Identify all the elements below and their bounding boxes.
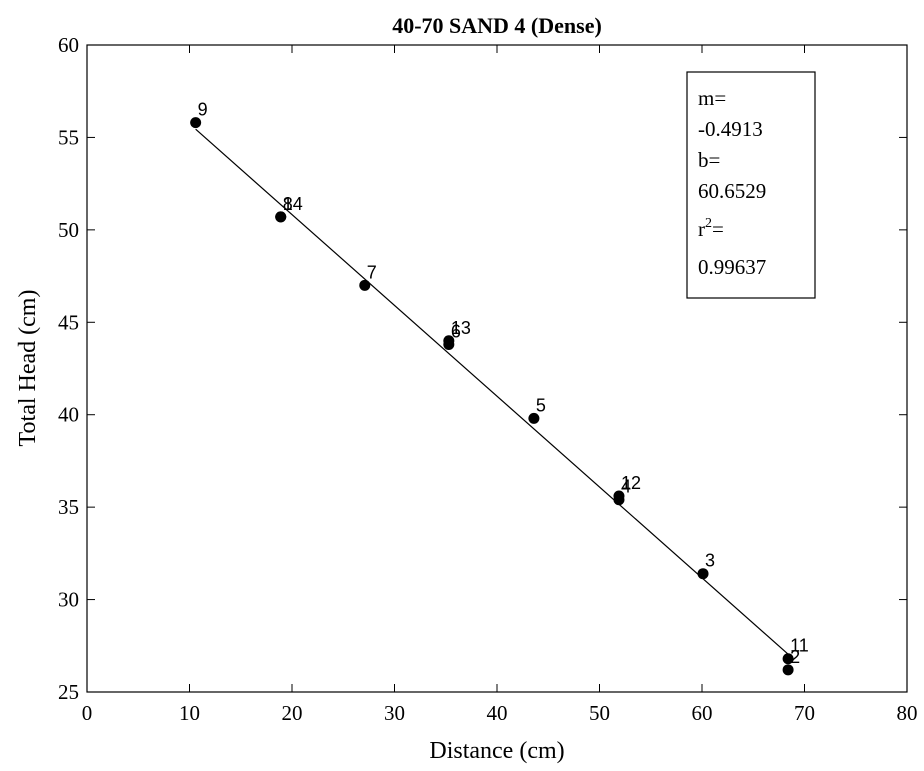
x-tick-label: 30: [384, 701, 405, 725]
data-points: [190, 117, 794, 676]
data-point: [190, 117, 202, 129]
data-point-label: 8: [283, 194, 293, 214]
x-tick-label: 60: [692, 701, 713, 725]
x-tick-label: 40: [487, 701, 508, 725]
data-point: [782, 664, 794, 676]
stats-r2-sup: 2: [705, 216, 712, 231]
x-axis-label: Distance (cm): [429, 738, 564, 764]
stats-r2-eq: =: [712, 217, 724, 241]
x-tick-label: 20: [282, 701, 303, 725]
stats-box-border: [686, 71, 816, 299]
data-point: [782, 653, 794, 665]
data-point-label: 14: [283, 194, 303, 214]
regression-line: [195, 128, 789, 655]
stats-m-value: -0.4913: [698, 117, 763, 141]
data-point: [359, 279, 371, 291]
data-point: [528, 412, 540, 424]
chart-title: 40-70 SAND 4 (Dense): [392, 13, 602, 38]
stats-b-value: 60.6529: [698, 179, 766, 203]
x-tick-label: 0: [82, 701, 93, 725]
data-point-label: 6: [451, 321, 461, 341]
y-tick-label: 25: [58, 680, 79, 704]
y-tick-label: 55: [58, 125, 79, 149]
stats-m-label: m=: [698, 86, 726, 110]
y-tick-label: 35: [58, 495, 79, 519]
y-tick-label: 50: [58, 218, 79, 242]
data-point-label: 12: [621, 473, 641, 493]
x-tick-label: 80: [897, 701, 918, 725]
stats-r2-value: 0.99637: [698, 255, 766, 279]
y-tick-label: 45: [58, 310, 79, 334]
x-tick-label: 10: [179, 701, 200, 725]
data-point: [443, 335, 455, 347]
data-point-label: 3: [705, 551, 715, 571]
data-point-label: 11: [790, 636, 809, 656]
data-point: [613, 490, 625, 502]
stats-b-label: b=: [698, 148, 720, 172]
fit-stats-box: m= -0.4913 b= 60.6529 r2= 0.99637: [686, 71, 816, 299]
x-tick-label: 50: [589, 701, 610, 725]
data-point: [275, 211, 287, 223]
y-tick-label: 30: [58, 588, 79, 612]
x-tick-label: 70: [794, 701, 815, 725]
data-point-label: 2: [790, 647, 800, 667]
y-tick-label: 40: [58, 403, 79, 427]
data-point: [697, 568, 709, 580]
x-axis: 0 10 20 30 40 50 60 70 80: [82, 45, 918, 725]
y-tick-label: 60: [58, 33, 79, 57]
data-point-label: 5: [536, 395, 546, 415]
y-axis-label: Total Head (cm): [15, 290, 41, 447]
data-point-label: 7: [367, 262, 377, 282]
data-point-label: 4: [621, 477, 631, 497]
data-point-label: 9: [198, 100, 208, 120]
stats-r2-label: r2=: [698, 216, 724, 241]
data-point-label: 13: [451, 318, 471, 338]
stats-r2-base: r: [698, 217, 705, 241]
